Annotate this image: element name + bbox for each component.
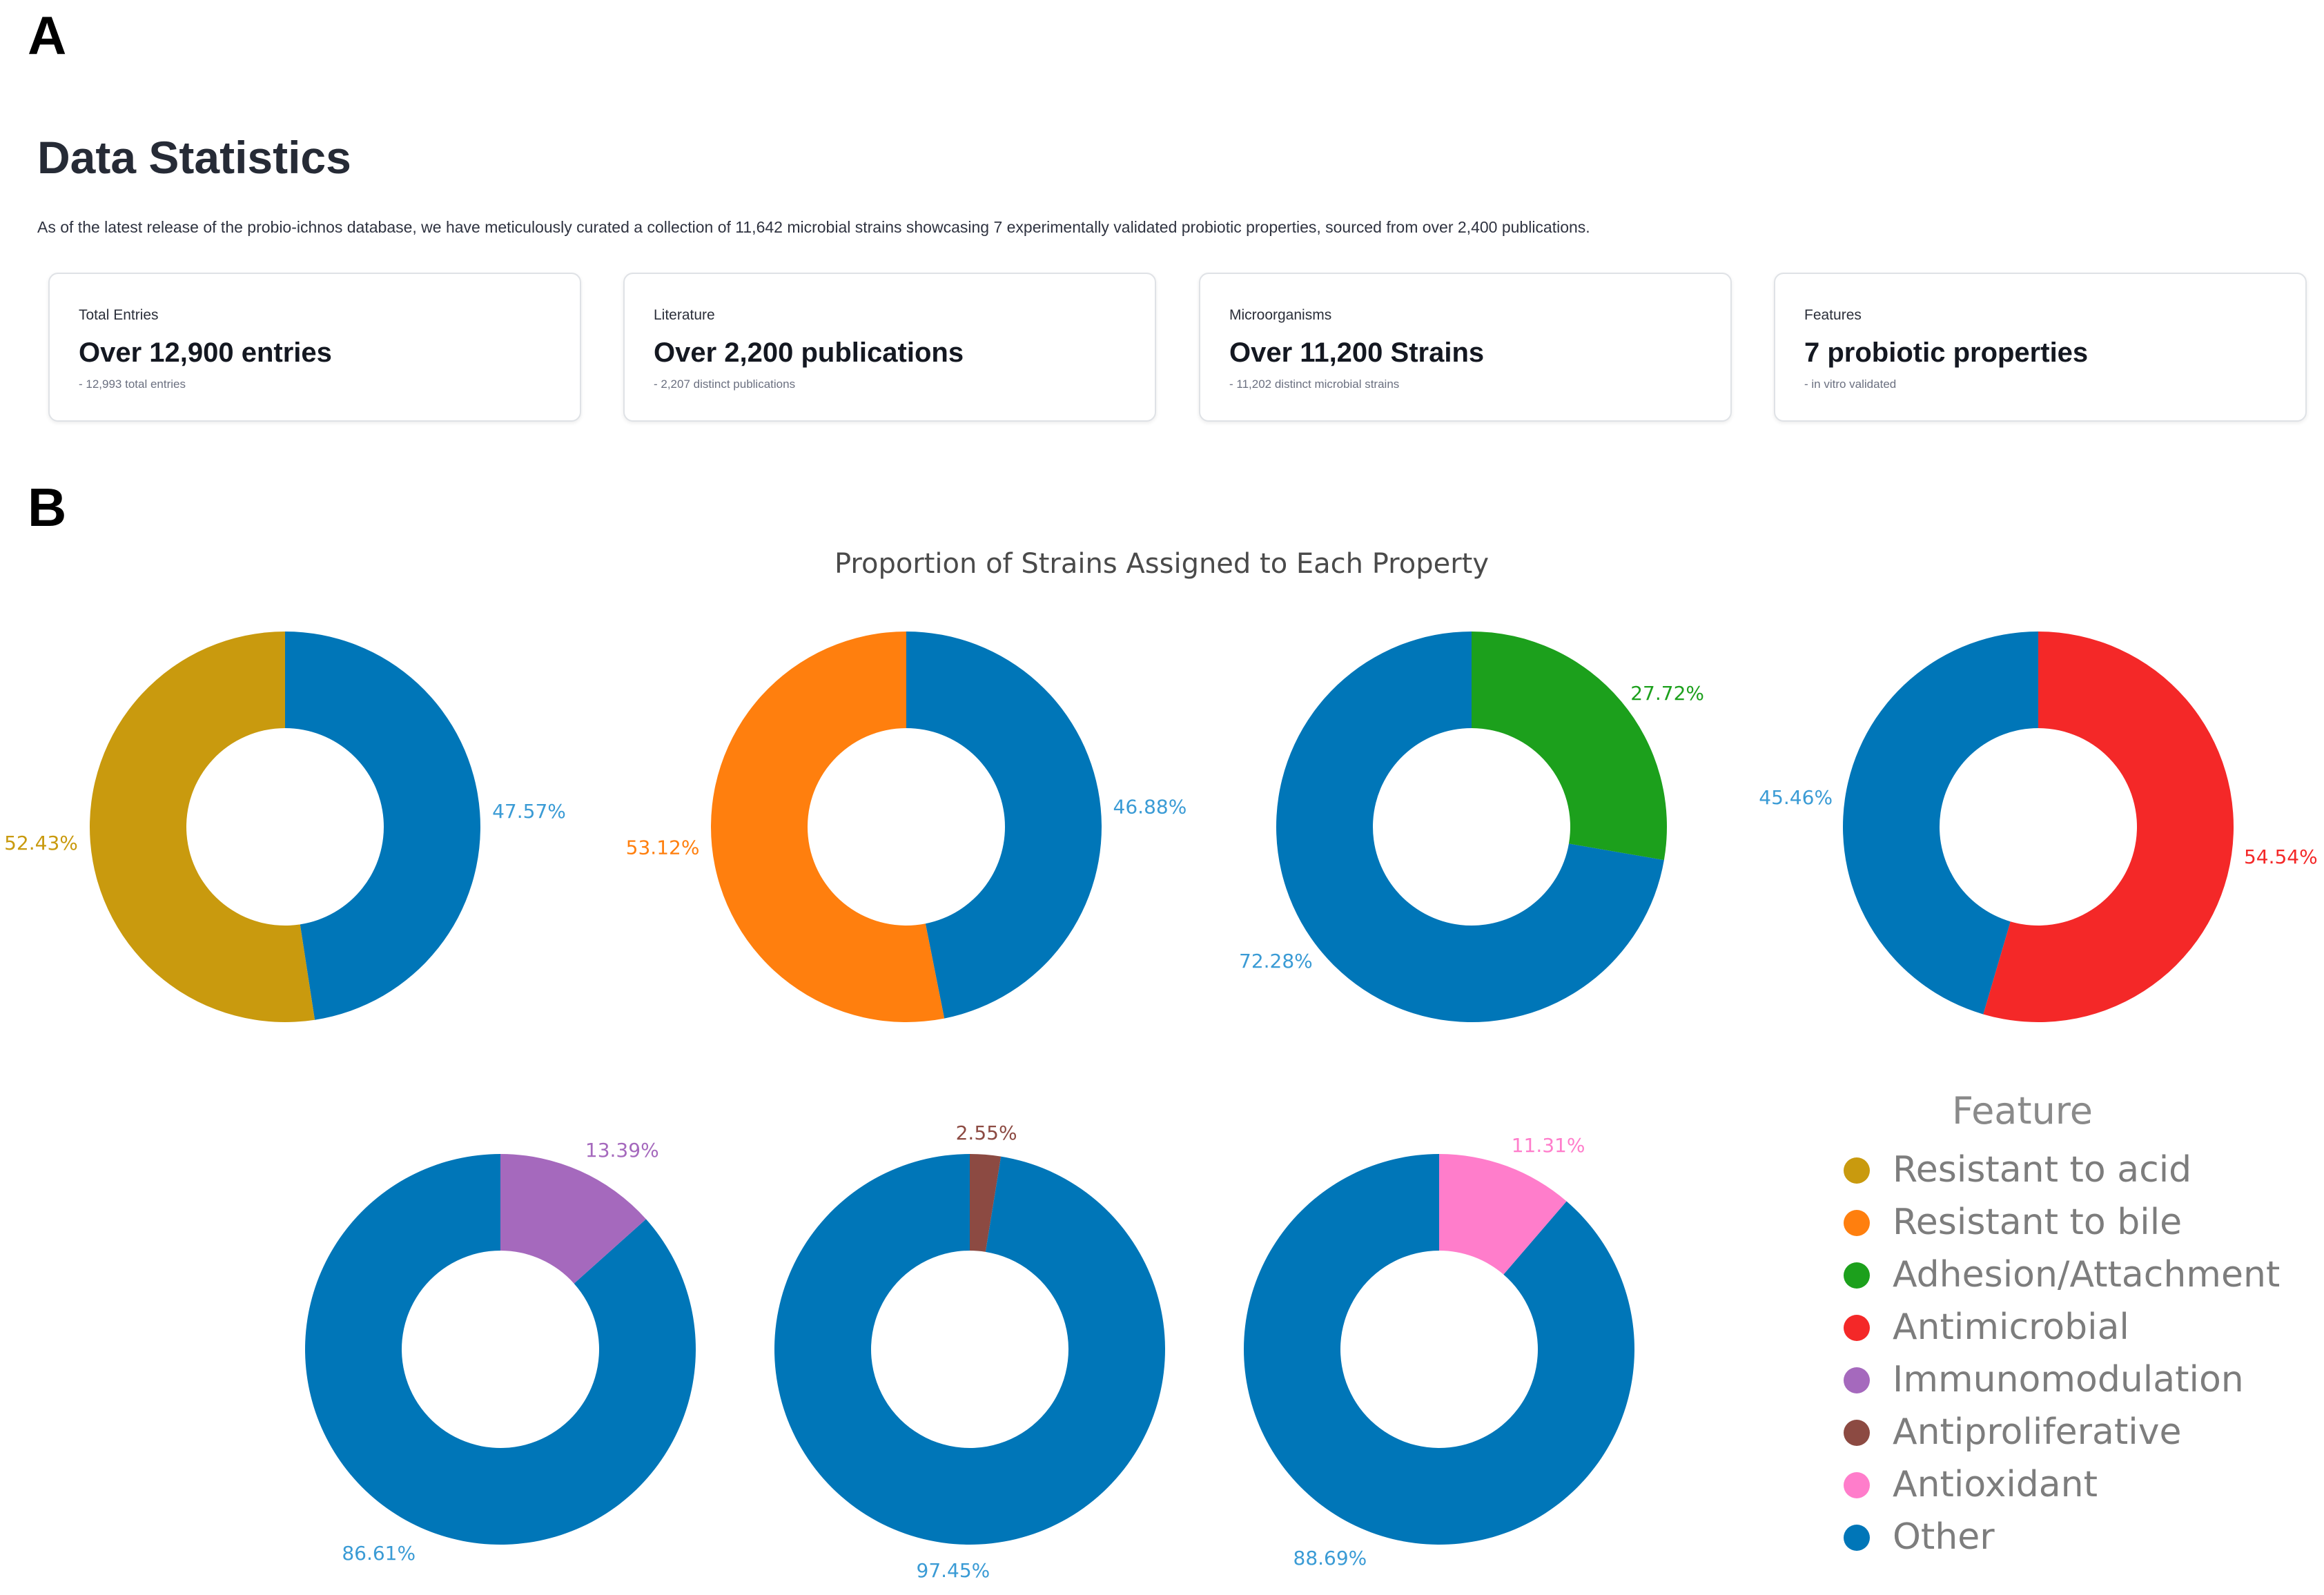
legend-swatch <box>1844 1210 1870 1236</box>
page-description: As of the latest release of the probio-i… <box>37 218 1590 236</box>
legend-item-antioxidant[interactable]: Antioxidant <box>1844 1464 2098 1505</box>
donut-slice-feature <box>970 1154 1002 1252</box>
stat-subtext: - 11,202 distinct microbial strains <box>1229 378 1400 391</box>
donut-slice-feature <box>711 632 945 1022</box>
legend-item-antiproliferative[interactable]: Antiproliferative <box>1844 1411 2181 1453</box>
donut-slice-other <box>1842 632 2038 1015</box>
slice-label-feature: 11.31% <box>1512 1134 1585 1157</box>
donut-resistant-to-acid <box>90 631 481 1022</box>
donut-slice-other <box>285 632 481 1020</box>
donut-slice-other <box>906 632 1102 1019</box>
legend-swatch <box>1844 1262 1870 1289</box>
donut-slice-other <box>305 1154 696 1545</box>
legend-label: Adhesion/Attachment <box>1893 1254 2280 1295</box>
donut-slice-other <box>1276 632 1664 1023</box>
donut-slice-feature <box>1472 632 1667 861</box>
donut-antiproliferative <box>774 1154 1166 1545</box>
slice-label-other: 97.45% <box>917 1559 990 1582</box>
stat-card-microorganisms: Microorganisms Over 11,200 Strains - 11,… <box>1199 273 1732 422</box>
slice-label-other: 47.57% <box>492 800 566 823</box>
slice-label-other: 72.28% <box>1239 950 1313 972</box>
donut-antimicrobial <box>1842 632 2234 1022</box>
legend-item-immunomodulation[interactable]: Immunomodulation <box>1844 1359 2244 1400</box>
slice-label-other: 45.46% <box>1759 786 1833 809</box>
slice-label-feature: 13.39% <box>585 1139 659 1162</box>
legend-swatch <box>1844 1157 1870 1184</box>
legend-item-resistant-to-acid[interactable]: Resistant to acid <box>1844 1149 2191 1191</box>
panel-label-b: B <box>28 477 67 538</box>
legend-swatch <box>1844 1525 1870 1551</box>
donut-slice-other <box>774 1154 1166 1545</box>
legend-item-adhesion-attachment[interactable]: Adhesion/Attachment <box>1844 1254 2280 1295</box>
stat-value: Over 11,200 Strains <box>1229 337 1485 368</box>
stat-card-features: Features 7 probiotic properties - in vit… <box>1774 273 2307 422</box>
panel-label-a: A <box>28 5 67 66</box>
legend-label: Antimicrobial <box>1893 1307 2129 1348</box>
slice-label-feature: 52.43% <box>4 832 78 854</box>
slice-label-feature: 54.54% <box>2244 845 2318 868</box>
legend-label: Antioxidant <box>1893 1464 2098 1505</box>
legend-item-other[interactable]: Other <box>1844 1516 1995 1558</box>
donut-slice-feature <box>1983 632 2234 1022</box>
legend: Feature Resistant to acid Resistant to bil… <box>1844 1089 2280 1558</box>
page-title: Data Statistics <box>37 132 351 183</box>
stat-label: Total Entries <box>79 307 159 323</box>
chart-title: Proportion of Strains Assigned to Each P… <box>834 548 1489 580</box>
donuts-layer: 52.43% 47.57% 53.12% 46.88% 27.72% 72.28% 54.5… <box>4 631 2318 1582</box>
legend-label: Resistant to bile <box>1893 1202 2182 1243</box>
donut-resistant-to-bile <box>711 632 1102 1022</box>
slice-label-other: 46.88% <box>1113 796 1187 819</box>
stat-label: Literature <box>654 307 715 323</box>
donut-slice-feature <box>500 1154 646 1284</box>
legend-label: Other <box>1893 1516 1995 1558</box>
legend-title: Feature <box>1952 1089 2093 1133</box>
donut-slice-other <box>1244 1154 1634 1545</box>
stat-label: Features <box>1804 307 1862 323</box>
donut-antioxidant <box>1244 1154 1634 1545</box>
stat-value: 7 probiotic properties <box>1804 337 2089 368</box>
legend-label: Antiproliferative <box>1893 1411 2181 1453</box>
donut-slice-feature <box>1439 1154 1567 1275</box>
donut-adhesion-attachment <box>1276 632 1667 1023</box>
legend-swatch <box>1844 1472 1870 1498</box>
stat-subtext: - in vitro validated <box>1804 378 1897 391</box>
legend-swatch <box>1844 1367 1870 1393</box>
legend-label: Resistant to acid <box>1893 1149 2191 1191</box>
legend-swatch <box>1844 1420 1870 1446</box>
legend-item-resistant-to-bile[interactable]: Resistant to bile <box>1844 1202 2182 1243</box>
stat-subtext: - 2,207 distinct publications <box>654 378 796 391</box>
donut-immunomodulation <box>305 1154 696 1545</box>
legend-label: Immunomodulation <box>1893 1359 2244 1400</box>
slice-label-other: 86.61% <box>342 1542 416 1565</box>
stat-card-literature: Literature Over 2,200 publications - 2,2… <box>623 273 1156 422</box>
stat-label: Microorganisms <box>1229 307 1332 323</box>
stat-card-total-entries: Total Entries Over 12,900 entries - 12,9… <box>48 273 581 422</box>
legend-item-antimicrobial[interactable]: Antimicrobial <box>1844 1307 2129 1348</box>
stat-subtext: - 12,993 total entries <box>79 378 186 391</box>
stat-value: Over 12,900 entries <box>79 337 332 368</box>
donut-slice-feature <box>90 631 315 1022</box>
legend-swatch <box>1844 1315 1870 1341</box>
slice-label-feature: 27.72% <box>1630 682 1704 705</box>
stat-value: Over 2,200 publications <box>654 337 964 368</box>
slice-label-feature: 2.55% <box>956 1122 1017 1144</box>
slice-label-feature: 53.12% <box>626 836 700 859</box>
slice-label-other: 88.69% <box>1293 1547 1367 1569</box>
